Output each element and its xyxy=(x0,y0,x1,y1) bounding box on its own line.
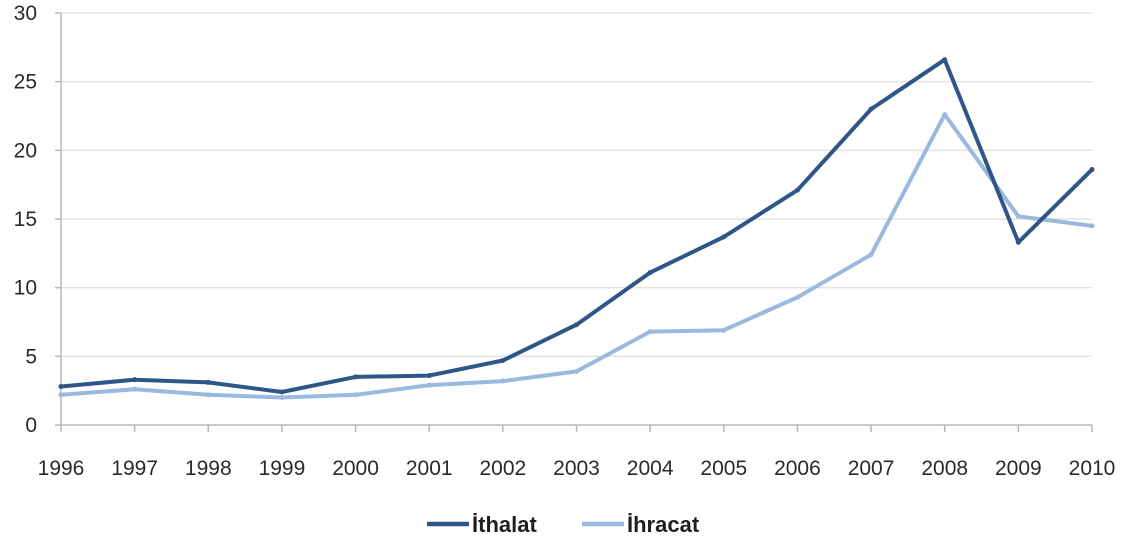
tick-labels: 0 5 10 15 20 25 30 1996 1997 1998 1999 2000 2001 2002… xyxy=(14,2,1116,480)
data-point-series-1-2007 xyxy=(868,252,874,258)
data-point-series-0-2003 xyxy=(574,322,579,328)
data-point-series-1-2000 xyxy=(353,392,359,398)
series-line-1 xyxy=(59,112,1094,400)
series-lines xyxy=(58,57,1095,401)
y-tick-label: 30 xyxy=(14,2,37,25)
data-point-series-0-2004 xyxy=(647,270,653,276)
data-point-series-0-1996 xyxy=(58,384,64,390)
data-point-series-1-2010 xyxy=(1089,223,1095,229)
legend-item-1: İhracat xyxy=(582,512,700,537)
data-point-series-0-2009 xyxy=(1015,239,1021,245)
data-point-series-0-2006 xyxy=(794,187,800,193)
data-point-series-0-1998 xyxy=(205,379,211,385)
data-point-series-1-1998 xyxy=(205,392,211,398)
data-point-series-0-2001 xyxy=(426,373,432,379)
data-point-series-1-2001 xyxy=(426,382,432,388)
x-tick-label: 2005 xyxy=(700,457,747,480)
data-point-series-0-1997 xyxy=(132,377,138,383)
x-tick-label: 2009 xyxy=(995,457,1042,480)
x-tick-label: 2004 xyxy=(627,457,674,480)
data-point-series-0-2002 xyxy=(500,357,506,363)
legend-item-0: İthalat xyxy=(427,512,537,537)
data-point-series-0-2000 xyxy=(353,374,359,380)
y-tick-label: 10 xyxy=(14,277,37,300)
y-tick-label: 20 xyxy=(14,139,37,162)
data-point-series-1-2002 xyxy=(500,378,506,384)
data-point-series-1-2004 xyxy=(647,329,653,335)
legend-label: İthalat xyxy=(472,512,537,537)
x-tick-label: 2000 xyxy=(332,457,379,480)
data-point-series-1-2006 xyxy=(794,294,800,300)
data-point-series-0-2005 xyxy=(721,234,727,240)
x-tick-label: 2001 xyxy=(406,457,453,480)
data-point-series-1-2009 xyxy=(1015,213,1021,219)
data-point-series-1-1999 xyxy=(279,395,285,401)
x-tick-label: 1996 xyxy=(38,457,85,480)
data-point-series-1-2005 xyxy=(721,327,727,333)
y-tick-label: 25 xyxy=(14,71,37,94)
x-tick-label: 1999 xyxy=(259,457,306,480)
legend-label: İhracat xyxy=(627,512,700,537)
x-tick-label: 2003 xyxy=(553,457,600,480)
data-point-series-0-1999 xyxy=(279,389,285,395)
data-point-series-1-1997 xyxy=(132,386,138,392)
x-tick-label: 2007 xyxy=(848,457,895,480)
y-tick-label: 15 xyxy=(14,208,37,231)
x-tick-label: 1998 xyxy=(185,457,232,480)
data-point-series-1-2008 xyxy=(942,112,948,118)
data-point-series-0-2008 xyxy=(942,57,948,63)
data-point-series-1-2003 xyxy=(574,368,579,374)
axes xyxy=(55,12,1093,432)
series-line-0 xyxy=(59,57,1094,394)
gridlines xyxy=(61,12,1092,358)
data-point-series-1-1996 xyxy=(58,392,64,398)
x-tick-label: 1997 xyxy=(111,457,158,480)
y-tick-label: 0 xyxy=(25,414,37,437)
y-tick-label: 5 xyxy=(25,345,37,368)
x-tick-label: 2008 xyxy=(921,457,968,480)
data-point-series-0-2010 xyxy=(1089,167,1095,173)
data-point-series-0-2007 xyxy=(868,106,874,112)
x-tick-label: 2010 xyxy=(1069,457,1116,480)
x-tick-label: 2002 xyxy=(479,457,526,480)
x-tick-label: 2006 xyxy=(774,457,821,480)
legend: İthalat İhracat xyxy=(427,512,700,537)
